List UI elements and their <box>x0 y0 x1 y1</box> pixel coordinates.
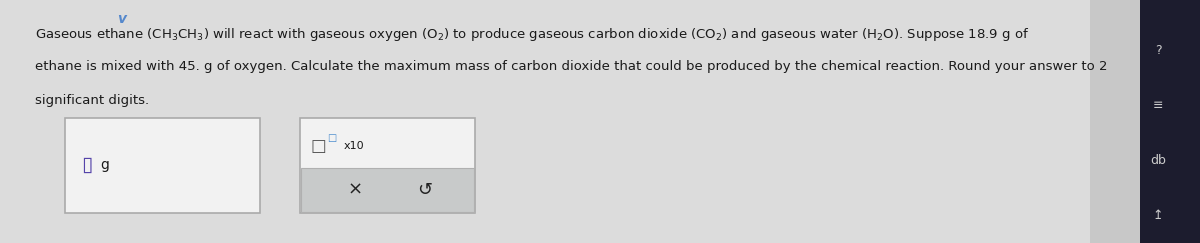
FancyBboxPatch shape <box>65 118 260 213</box>
Text: g: g <box>100 158 109 172</box>
Text: ethane is mixed with 45. g of oxygen. Calculate the maximum mass of carbon dioxi: ethane is mixed with 45. g of oxygen. Ca… <box>35 60 1108 73</box>
Text: ×: × <box>348 181 362 199</box>
Text: □: □ <box>328 133 337 143</box>
FancyBboxPatch shape <box>300 118 475 213</box>
Text: Gaseous ethane $\left(\mathregular{CH_3CH_3}\right)$ will react with gaseous oxy: Gaseous ethane $\left(\mathregular{CH_3C… <box>35 26 1030 43</box>
Text: □: □ <box>310 137 326 155</box>
Text: x10: x10 <box>344 141 365 151</box>
Text: v: v <box>118 12 126 26</box>
Bar <box>1090 0 1150 243</box>
FancyBboxPatch shape <box>301 168 474 212</box>
Text: ↺: ↺ <box>418 181 432 199</box>
Text: ≡: ≡ <box>1153 98 1163 112</box>
Bar <box>1140 0 1200 243</box>
Text: db: db <box>1150 154 1166 166</box>
Text: ↥: ↥ <box>1153 208 1163 222</box>
Text: ▯: ▯ <box>82 155 92 175</box>
Text: significant digits.: significant digits. <box>35 94 149 107</box>
Text: ?: ? <box>1154 43 1162 57</box>
